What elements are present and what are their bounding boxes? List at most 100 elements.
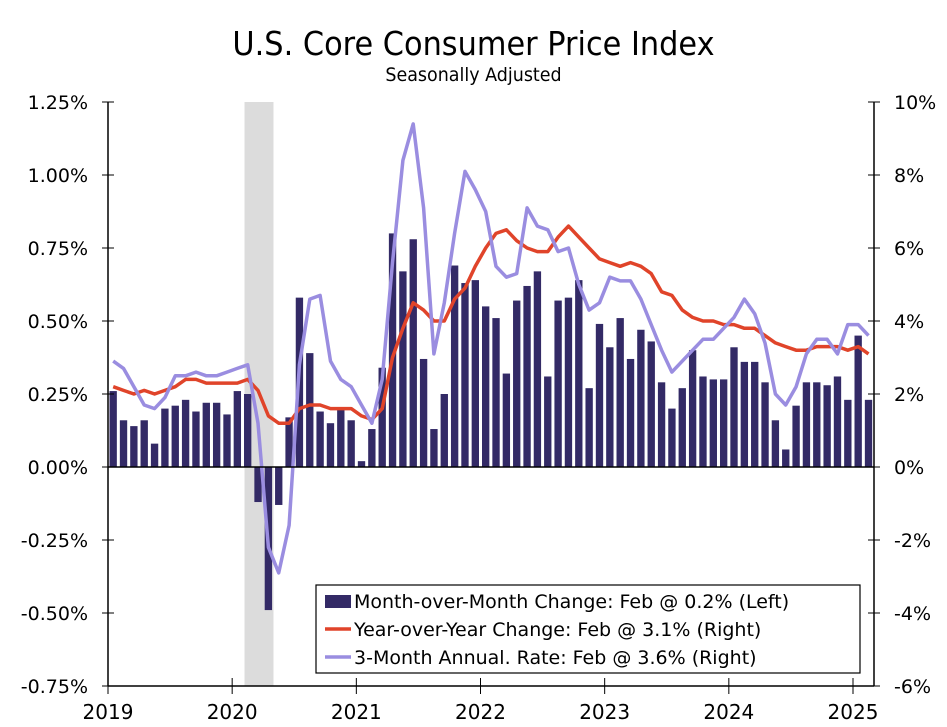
chart-subtitle: Seasonally Adjusted — [385, 64, 562, 86]
bar-mom-4 — [150, 443, 159, 467]
right-tick-label: 2% — [894, 384, 924, 406]
bar-mom-60 — [730, 347, 738, 467]
bar-mom-9 — [202, 402, 210, 467]
bar-mom-63 — [761, 382, 769, 467]
bar-mom-36 — [482, 306, 490, 467]
bar-mom-35 — [471, 280, 479, 467]
bar-mom-69 — [823, 385, 831, 467]
x-tick-label: 2021 — [331, 700, 382, 724]
axes-layer: 1.25% 1.00% 0.75% 0.50% 0.25% 0.00% -0.25% -0.5… — [21, 92, 936, 724]
bar-mom-32 — [440, 394, 448, 467]
bar-mom-58 — [709, 379, 717, 467]
bar-mom-27 — [388, 233, 397, 467]
left-tick-label: -0.25% — [21, 530, 88, 552]
bar-mom-17 — [285, 417, 293, 467]
bar-mom-30 — [419, 358, 428, 467]
x-tick-label: 2023 — [579, 700, 630, 724]
bar-mom-6 — [171, 405, 179, 467]
legend-label: Month-over-Month Change: Feb @ 0.2% (Lef… — [354, 591, 789, 613]
bar-mom-51 — [637, 329, 645, 467]
right-tick-label: 4% — [894, 311, 924, 333]
bar-mom-53 — [657, 382, 666, 467]
bar-mom-52 — [647, 341, 655, 467]
left-tick-label: 1.25% — [28, 92, 88, 114]
bar-mom-22 — [337, 408, 345, 467]
bar-mom-46 — [585, 388, 593, 467]
x-tick-label: 2020 — [207, 700, 258, 724]
bar-mom-57 — [699, 376, 707, 467]
bar-mom-11 — [223, 414, 231, 467]
bar-mom-39 — [513, 300, 521, 467]
bar-mom-54 — [668, 408, 676, 467]
bar-mom-44 — [564, 297, 573, 467]
right-tick-label: 8% — [894, 165, 924, 187]
bar-mom-10 — [212, 402, 221, 467]
left-tick-label: 0.00% — [28, 457, 88, 479]
bar-mom-40 — [523, 285, 531, 467]
bar-mom-43 — [554, 300, 562, 467]
bar-mom-67 — [802, 382, 811, 467]
bar-mom-1 — [119, 420, 128, 467]
bar-mom-26 — [378, 367, 386, 467]
bar-mom-41 — [533, 271, 542, 467]
bar-mom-2 — [130, 426, 138, 467]
bar-mom-50 — [626, 358, 635, 467]
bar-mom-59 — [719, 379, 728, 467]
right-tick-label: 10% — [894, 92, 936, 114]
bar-mom-49 — [616, 318, 624, 467]
left-tick-label: 0.25% — [28, 384, 88, 406]
bar-mom-64 — [771, 420, 780, 467]
right-tick-label: -6% — [894, 676, 931, 698]
bar-mom-62 — [751, 361, 759, 467]
bar-mom-48 — [606, 347, 614, 467]
right-tick-label: 0% — [894, 457, 924, 479]
bar-mom-19 — [306, 353, 314, 467]
bar-mom-12 — [233, 391, 242, 467]
bar-mom-68 — [813, 382, 821, 467]
bar-mom-65 — [782, 449, 790, 467]
bar-mom-71 — [844, 399, 852, 467]
x-tick-label: 2025 — [828, 700, 879, 724]
bar-mom-31 — [430, 429, 438, 467]
bar-mom-37 — [492, 318, 500, 467]
legend-box — [315, 584, 861, 674]
bar-mom-24 — [357, 461, 366, 467]
bar-mom-8 — [192, 411, 200, 467]
bar-mom-28 — [399, 271, 407, 467]
left-tick-label: 0.75% — [28, 238, 88, 260]
chart-title: U.S. Core Consumer Price Index — [232, 24, 715, 63]
left-tick-label: -0.75% — [21, 676, 88, 698]
bar-mom-42 — [544, 376, 552, 467]
bar-mom-5 — [161, 408, 169, 467]
x-tick-label: 2019 — [83, 700, 134, 724]
line-3m-annualized — [112, 122, 870, 575]
bar-mom-70 — [833, 376, 842, 467]
bar-mom-3 — [140, 420, 148, 467]
bar-mom-56 — [688, 350, 697, 467]
bar-mom-55 — [678, 388, 686, 467]
legend-label: 3-Month Annual. Rate: Feb @ 3.6% (Right) — [354, 647, 757, 669]
left-tick-label: 0.50% — [28, 311, 88, 333]
right-tick-label: 6% — [894, 238, 924, 260]
line-series-layer — [112, 122, 870, 575]
legend: Month-over-Month Change: Feb @ 0.2% (Lef… — [315, 584, 861, 674]
bar-mom-61 — [740, 361, 749, 467]
bar-mom-34 — [461, 283, 469, 467]
bar-mom-16 — [275, 467, 283, 505]
bar-mom-0 — [109, 391, 117, 467]
bar-mom-25 — [368, 429, 376, 467]
bar-mom-66 — [792, 405, 800, 467]
bar-mom-73 — [864, 399, 873, 467]
legend-label: Year-over-Year Change: Feb @ 3.1% (Right… — [353, 619, 761, 641]
bar-mom-29 — [409, 239, 417, 467]
bar-mom-45 — [575, 280, 583, 467]
bar-mom-13 — [244, 394, 252, 467]
bar-series-layer — [109, 233, 873, 611]
left-tick-label: -0.50% — [21, 603, 88, 625]
bar-mom-7 — [181, 399, 190, 467]
bar-mom-38 — [502, 373, 511, 467]
bar-mom-20 — [316, 411, 324, 467]
bar-mom-23 — [347, 420, 355, 467]
bar-mom-21 — [326, 423, 335, 467]
bar-mom-72 — [854, 335, 862, 467]
